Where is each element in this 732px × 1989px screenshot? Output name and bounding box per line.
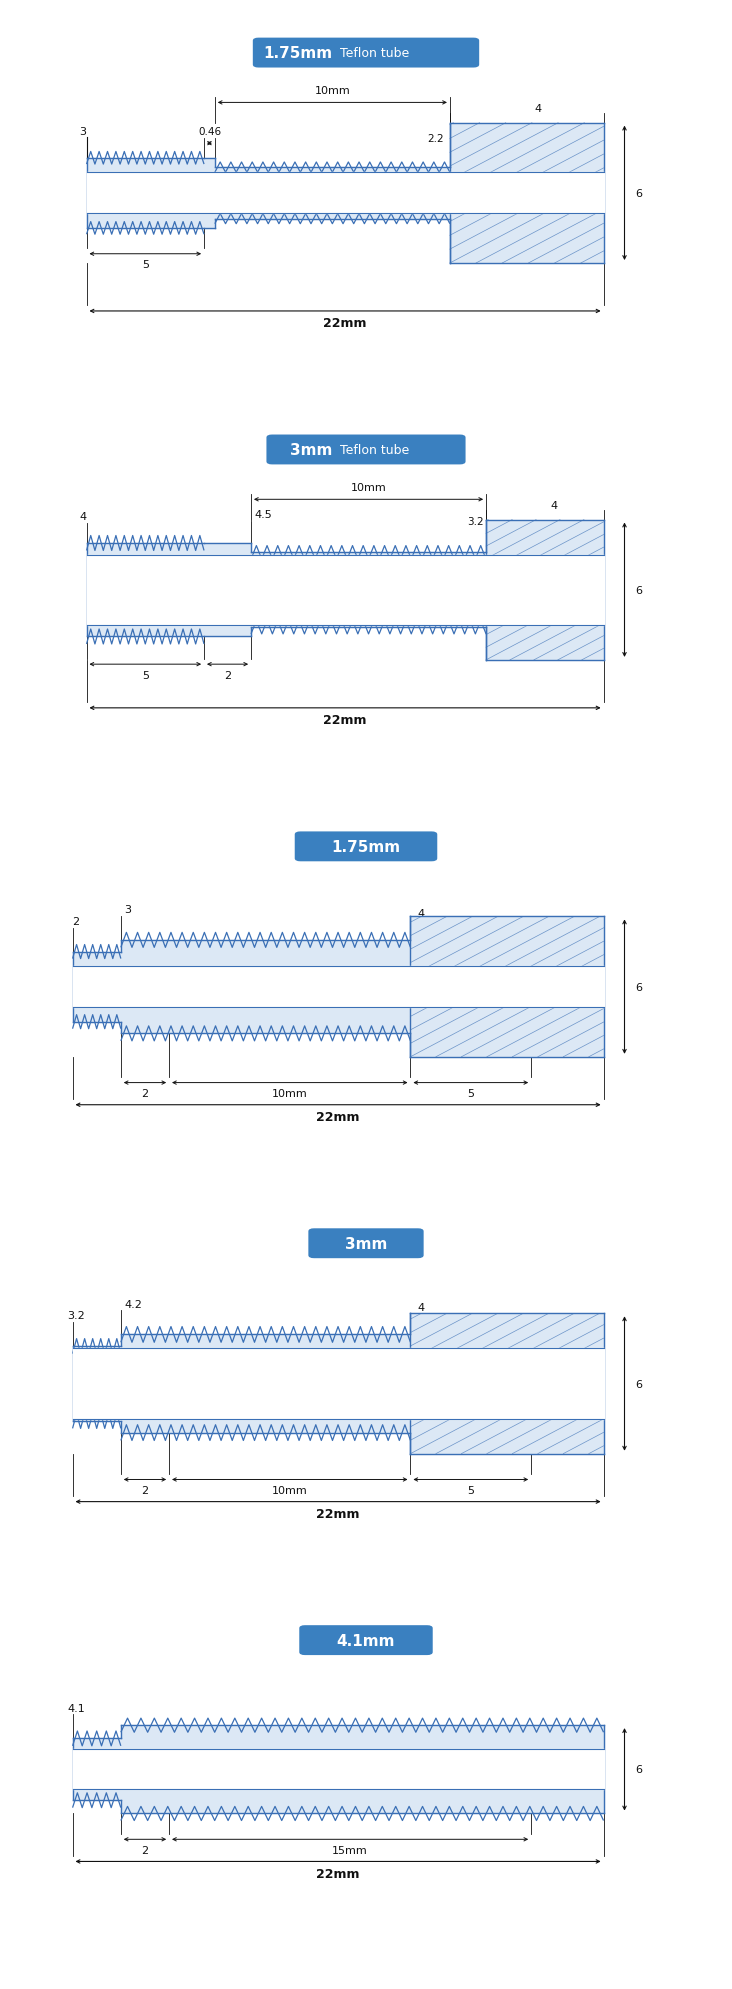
Text: 10mm: 10mm (272, 1088, 307, 1098)
Text: 5: 5 (467, 1088, 474, 1098)
Polygon shape (121, 1335, 411, 1432)
Text: 6: 6 (635, 1764, 642, 1774)
Polygon shape (204, 159, 215, 229)
Text: 4: 4 (417, 909, 425, 919)
Text: 3: 3 (124, 905, 131, 915)
Text: 22mm: 22mm (316, 1110, 360, 1124)
Polygon shape (121, 941, 411, 1034)
Polygon shape (72, 1349, 604, 1418)
Polygon shape (72, 953, 121, 1022)
Text: 6: 6 (635, 983, 642, 993)
Text: 3mm: 3mm (290, 444, 332, 457)
Text: 4: 4 (534, 105, 542, 115)
Polygon shape (86, 173, 604, 215)
Text: 2: 2 (224, 670, 231, 680)
Text: 1.75mm: 1.75mm (332, 839, 400, 855)
Polygon shape (215, 167, 450, 219)
Polygon shape (204, 543, 251, 636)
Polygon shape (72, 1750, 604, 1790)
Text: Teflon tube: Teflon tube (336, 48, 409, 60)
Text: 15mm: 15mm (332, 1846, 368, 1856)
Polygon shape (251, 553, 486, 629)
Text: 2: 2 (141, 1486, 149, 1496)
Polygon shape (72, 967, 604, 1008)
Text: REV. PANG 3D PRINTER ACCESSORIES: REV. PANG 3D PRINTER ACCESSORIES (122, 1364, 318, 1374)
Text: REV. PANG 3D PRINTER ACCESSORIES: REV. PANG 3D PRINTER ACCESSORIES (122, 1750, 318, 1760)
Text: Teflon tube: Teflon tube (336, 444, 409, 457)
Polygon shape (411, 917, 604, 1058)
Text: 4: 4 (417, 1303, 425, 1313)
Text: 2: 2 (141, 1088, 149, 1098)
Text: 2.2: 2.2 (427, 133, 444, 143)
Text: 5: 5 (142, 261, 149, 271)
Text: 4: 4 (550, 501, 558, 511)
Text: REV. PANG 3D PRINTER ACCESSORIES: REV. PANG 3D PRINTER ACCESSORIES (157, 967, 352, 977)
Polygon shape (72, 1738, 121, 1800)
Text: 3: 3 (80, 127, 86, 137)
Polygon shape (86, 555, 604, 625)
Text: 5: 5 (142, 670, 149, 680)
FancyBboxPatch shape (253, 38, 479, 68)
Text: 22mm: 22mm (324, 318, 367, 330)
FancyBboxPatch shape (308, 1229, 424, 1259)
Text: REV. PANG 3D PRINTER ACCESSORIES: REV. PANG 3D PRINTER ACCESSORIES (100, 571, 296, 581)
Text: 22mm: 22mm (324, 714, 367, 728)
Text: 22mm: 22mm (316, 1508, 360, 1520)
Text: 10mm: 10mm (272, 1486, 307, 1496)
FancyBboxPatch shape (266, 436, 466, 465)
Text: 6: 6 (635, 1378, 642, 1388)
Text: 10mm: 10mm (351, 483, 386, 493)
Text: 0.46: 0.46 (198, 127, 221, 137)
Text: 3.2: 3.2 (67, 1311, 85, 1321)
Text: 4.1: 4.1 (67, 1703, 85, 1713)
Text: 3.2: 3.2 (467, 517, 484, 527)
Text: REV. PANG 3D PRINTER ACCESSORIES: REV. PANG 3D PRINTER ACCESSORIES (143, 173, 338, 185)
Text: 3mm: 3mm (345, 1235, 387, 1251)
FancyBboxPatch shape (295, 831, 437, 861)
Text: 2: 2 (72, 917, 80, 927)
Text: 5: 5 (467, 1486, 474, 1496)
Text: 4.5: 4.5 (255, 509, 272, 519)
Text: 6: 6 (635, 585, 642, 595)
Text: 10mm: 10mm (315, 86, 350, 95)
Text: 4.2: 4.2 (124, 1299, 142, 1309)
Polygon shape (86, 543, 204, 636)
Polygon shape (72, 1347, 121, 1422)
Text: 1.75mm: 1.75mm (264, 46, 332, 62)
Polygon shape (486, 521, 604, 660)
Polygon shape (121, 1724, 604, 1814)
Text: 4.1mm: 4.1mm (337, 1633, 395, 1647)
Text: 4: 4 (80, 511, 86, 521)
Text: 22mm: 22mm (316, 1868, 360, 1880)
Polygon shape (86, 159, 204, 229)
FancyBboxPatch shape (299, 1625, 433, 1655)
Text: 2: 2 (141, 1846, 149, 1856)
Polygon shape (411, 1313, 604, 1454)
Polygon shape (450, 123, 604, 265)
Text: 6: 6 (635, 189, 642, 199)
